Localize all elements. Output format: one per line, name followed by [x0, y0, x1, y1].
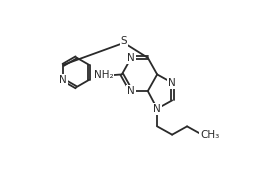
Text: CH₃: CH₃	[200, 130, 220, 140]
Text: N: N	[168, 78, 176, 88]
Text: S: S	[120, 36, 127, 46]
Text: NH₂: NH₂	[94, 70, 114, 80]
Text: N: N	[153, 104, 161, 114]
Text: N: N	[127, 86, 135, 96]
Text: N: N	[59, 75, 67, 85]
Text: N: N	[127, 53, 135, 63]
